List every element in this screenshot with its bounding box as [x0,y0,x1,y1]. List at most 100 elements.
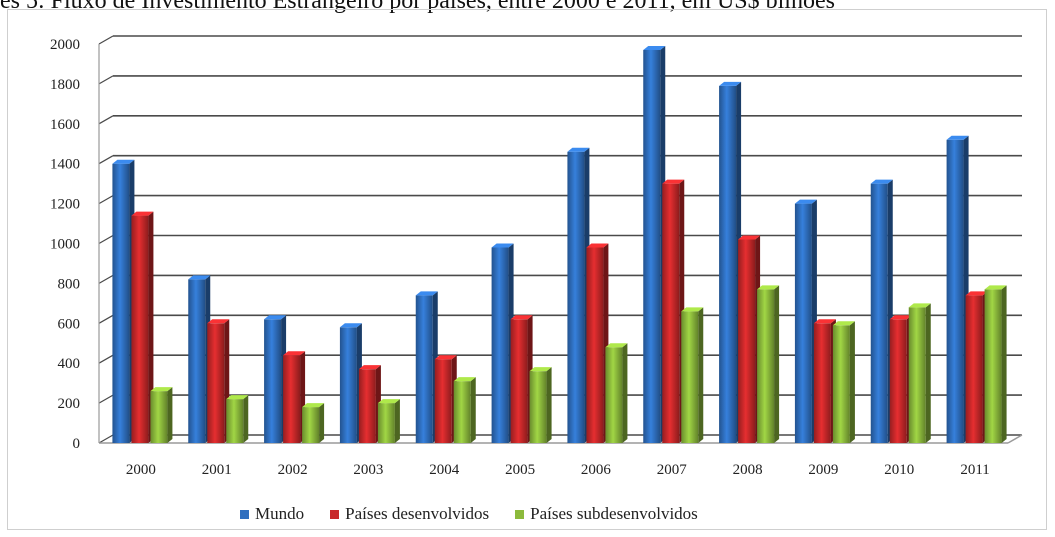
bar-top [415,291,438,296]
bar-mundo-2004 [415,291,438,443]
y-tick-label: 0 [73,436,81,452]
bar-side [849,321,855,443]
gridline-side [98,195,114,205]
bar-mundo-2010 [870,179,893,443]
bar-top [984,285,1007,290]
bar-top [965,291,988,296]
bar-front [188,279,206,443]
bar-top [908,303,931,308]
bar-side [774,285,780,443]
x-tick-label: 2002 [278,462,308,478]
bar-top [226,395,249,400]
bar-top [757,285,780,290]
bar-top [131,211,154,216]
bar-side [622,343,628,443]
x-tick-label: 2006 [581,462,612,478]
bar-subdesenvolvidos-2010 [908,303,931,443]
bar-desenvolvidos-2006 [586,243,609,443]
bar-front [150,391,168,443]
bar-top [794,199,817,204]
bar-top [586,243,609,248]
bar-front [529,371,547,443]
x-tick-label: 2000 [126,462,156,478]
gridline-side [98,75,114,85]
bar-top [112,159,135,164]
bar-front [984,289,1002,443]
x-tick-label: 2001 [202,462,232,478]
y-tick-label: 1400 [50,157,80,173]
bar-front [358,369,376,443]
bar-front [264,319,282,443]
bar-top [264,315,287,320]
bar-mundo-2008 [719,81,742,444]
bar-front [794,203,812,443]
gridline-side [98,35,114,45]
gridline-side [98,155,114,165]
x-tick-label: 2005 [505,462,535,478]
bar-mundo-2003 [339,323,362,443]
bar-front [510,319,528,443]
legend-item-subdesenvolvidos: Países subdesenvolvidos [515,504,698,524]
bar-top [283,351,306,356]
bar-top [188,275,211,280]
bar-desenvolvidos-2002 [283,351,306,443]
bar-mundo-2005 [491,243,514,443]
bar-front [681,311,699,443]
bar-top [813,319,836,324]
bars [112,45,1007,444]
bar-front [283,355,301,443]
bar-front [586,247,604,443]
y-tick-label: 1000 [50,237,80,253]
gridline-side [98,274,114,284]
bar-front [662,183,680,443]
bar-front [131,215,149,443]
bar-top [681,307,704,312]
legend-swatch-desenvolvidos [330,509,340,519]
bar-subdesenvolvidos-2009 [832,321,855,443]
bar-mundo-2009 [794,199,817,443]
gridline-side [98,434,114,444]
legend-swatch-subdesenvolvidos [515,509,525,519]
bar-subdesenvolvidos-2001 [226,395,249,443]
y-tick-label: 1200 [50,197,80,213]
y-tick-label: 600 [58,316,81,332]
bar-top [510,315,533,320]
bar-desenvolvidos-2007 [662,179,685,443]
bar-top [946,135,969,140]
bar-mundo-2001 [188,275,211,443]
bar-subdesenvolvidos-2005 [529,367,552,443]
legend-item-mundo: Mundo [240,504,304,524]
bar-front [491,247,509,443]
x-axis-depth [1007,434,1023,444]
bar-front [605,347,623,443]
bar-mundo-2002 [264,315,287,443]
legend-item-desenvolvidos: Países desenvolvidos [330,504,489,524]
bar-side [243,395,249,443]
bar-side [546,367,552,443]
bar-front [434,359,452,443]
bar-front [415,295,433,443]
bar-desenvolvidos-2001 [207,319,230,443]
bar-front [567,151,585,444]
bar-top [662,179,685,184]
gridline-side [98,394,114,404]
bar-side [148,211,154,443]
bar-side [1001,285,1007,443]
bar-top [339,323,362,328]
bar-mundo-2006 [567,147,590,444]
legend-label-mundo: Mundo [255,504,305,523]
bar-top [605,343,628,348]
bar-front [832,325,850,443]
bar-top [567,147,590,152]
x-tick-label: 2008 [733,462,763,478]
bar-front [946,139,964,443]
x-tick-label: 2010 [884,462,914,478]
bar-side [319,403,325,443]
y-tick-label: 200 [58,396,81,412]
bar-top [150,387,173,392]
chart-title: es 5: Fluxo de Investimento Estrangeiro … [0,0,835,14]
bar-mundo-2007 [643,45,666,444]
y-tick-label: 800 [58,276,81,292]
y-tick-label: 400 [58,356,81,372]
